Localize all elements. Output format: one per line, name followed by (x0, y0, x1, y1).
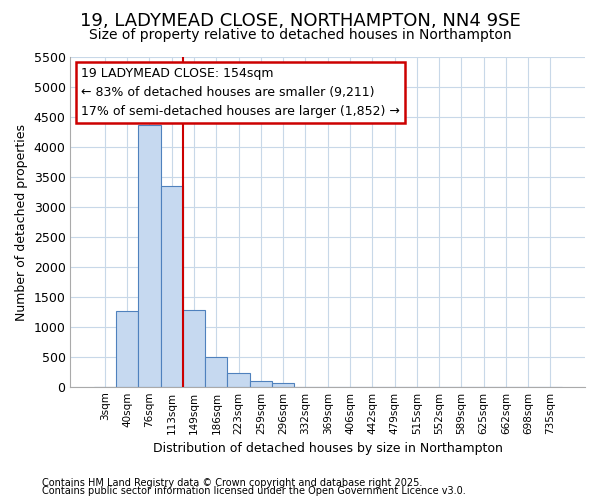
Y-axis label: Number of detached properties: Number of detached properties (15, 124, 28, 320)
Bar (161, 186, 183, 386)
Bar (183, 310, 205, 386)
Text: 19, LADYMEAD CLOSE, NORTHAMPTON, NN4 9SE: 19, LADYMEAD CLOSE, NORTHAMPTON, NN4 9SE (80, 12, 520, 30)
Bar (205, 357, 227, 386)
X-axis label: Distribution of detached houses by size in Northampton: Distribution of detached houses by size … (153, 442, 503, 455)
Text: Contains public sector information licensed under the Open Government Licence v3: Contains public sector information licen… (42, 486, 466, 496)
Bar (116, 310, 139, 386)
Text: Contains HM Land Registry data © Crown copyright and database right 2025.: Contains HM Land Registry data © Crown c… (42, 478, 422, 488)
Bar (227, 373, 250, 386)
Bar (139, 124, 161, 386)
Bar (272, 384, 294, 386)
Text: Size of property relative to detached houses in Northampton: Size of property relative to detached ho… (89, 28, 511, 42)
Bar (250, 380, 272, 386)
Text: 19 LADYMEAD CLOSE: 154sqm
← 83% of detached houses are smaller (9,211)
17% of se: 19 LADYMEAD CLOSE: 154sqm ← 83% of detac… (81, 68, 400, 118)
